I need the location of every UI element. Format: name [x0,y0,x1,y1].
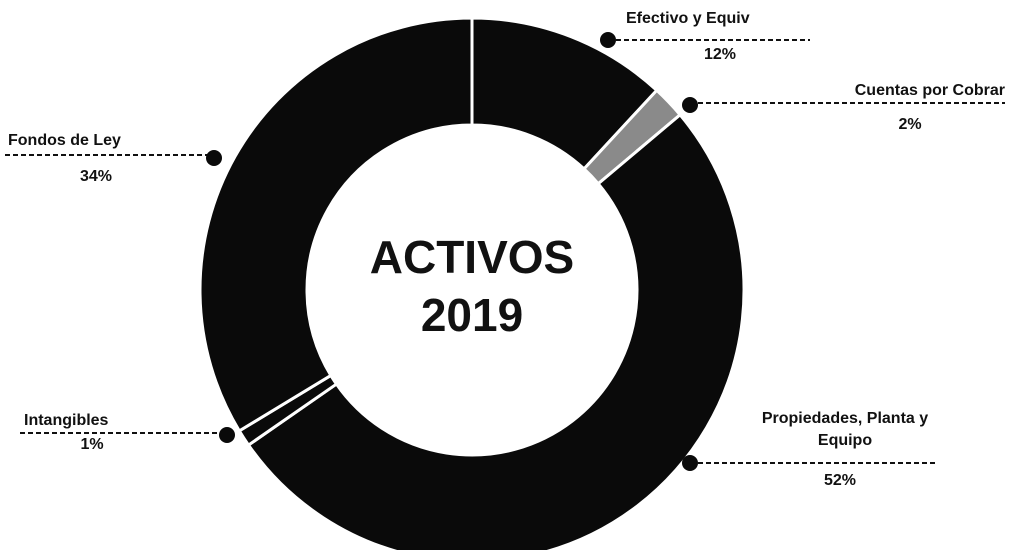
leader-dot [206,150,222,166]
leader-dot [682,97,698,113]
value-label: 34% [79,168,113,185]
category-label: Propiedades, Planta y Equipo [761,410,929,449]
category-label: Cuentas por Cobrar [854,82,1005,99]
donut-slice [246,112,746,550]
chart-title: ACTIVOS 2019 [369,231,575,341]
leader-dot [600,32,616,48]
leader-dot [219,427,235,443]
value-label: 1% [80,436,104,453]
category-label: Efectivo y Equiv [626,10,750,27]
value-label: 12% [703,46,737,63]
donut-slice [198,16,474,433]
leader-dot [682,455,698,471]
category-label: Intangibles [24,412,109,429]
value-label: 2% [898,116,922,133]
value-label: 52% [823,472,857,489]
category-label: Fondos de Ley [8,132,121,149]
